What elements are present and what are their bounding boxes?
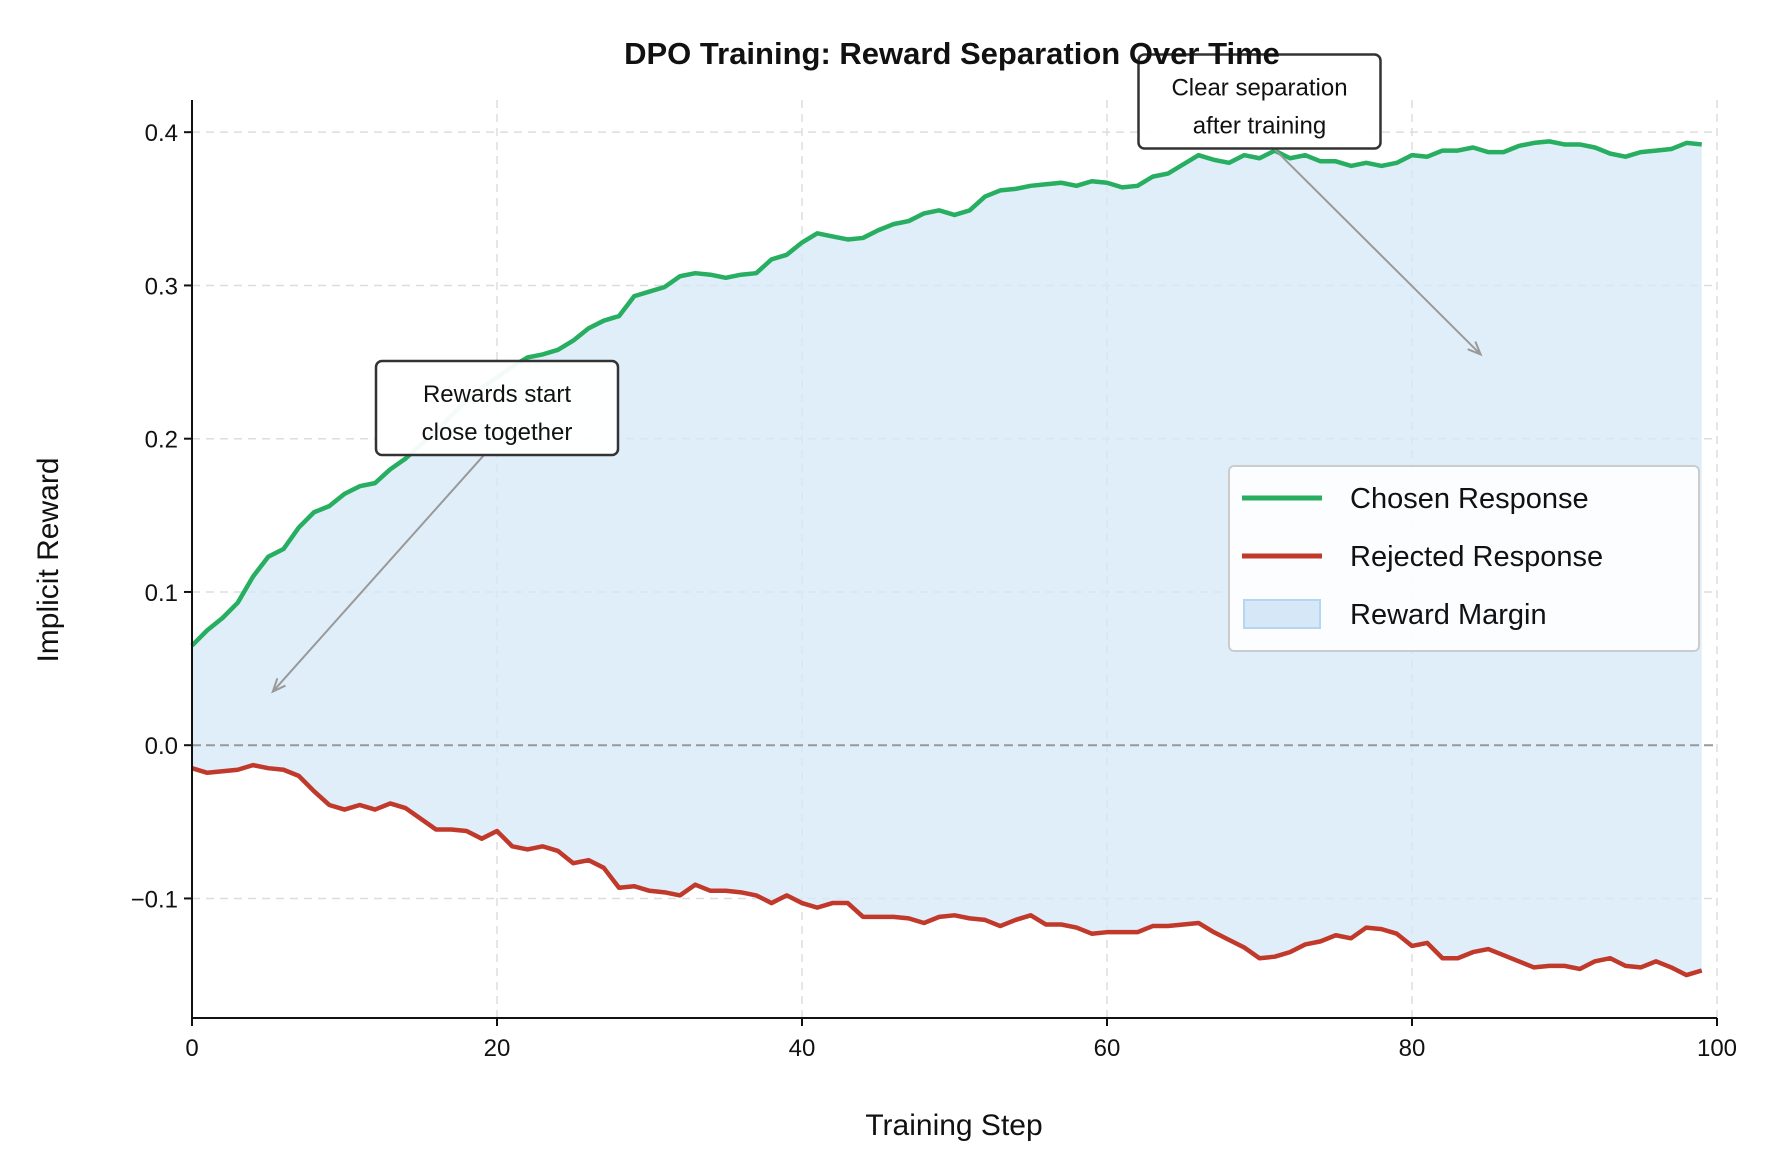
- annotation-text: close together: [422, 419, 573, 446]
- annotation-text: after training: [1193, 113, 1326, 140]
- x-tick-label: 100: [1697, 1035, 1737, 1062]
- x-axis-label: Training Step: [865, 1109, 1042, 1142]
- arrow-head-icon: [271, 677, 286, 694]
- legend-label: Rejected Response: [1350, 541, 1603, 573]
- x-tick-label: 80: [1399, 1035, 1426, 1062]
- x-tick-label: 40: [789, 1035, 816, 1062]
- annotation-arrow: [272, 454, 485, 693]
- annotations: Rewards start close together Clear separat…: [271, 53, 1483, 694]
- x-tick-label: 60: [1094, 1035, 1121, 1062]
- y-tick-label: 0.1: [145, 580, 178, 607]
- legend: Chosen Response Rejected Response Reward M…: [1228, 465, 1700, 652]
- y-tick-label: 0.2: [145, 427, 178, 454]
- y-tick-label: 0.4: [145, 120, 178, 147]
- rejected-response-line: [191, 762, 1703, 978]
- annotation-text: Clear separation: [1171, 75, 1347, 102]
- annotation-arrow: [1273, 147, 1482, 356]
- x-tick-label: 20: [484, 1035, 511, 1062]
- chart-title: DPO Training: Reward Separation Over Tim…: [624, 36, 1280, 71]
- reward-margin-area: [192, 141, 1702, 976]
- legend-label: Reward Margin: [1350, 599, 1547, 631]
- y-tick-label: −0.1: [131, 886, 178, 913]
- legend-swatch: [1243, 599, 1321, 629]
- y-tick-label: 0.3: [145, 273, 178, 300]
- legend-label: Chosen Response: [1350, 483, 1589, 515]
- annotation-box: [1137, 53, 1382, 150]
- arrow-head-icon: [1467, 341, 1483, 357]
- y-tick-label: 0.0: [145, 733, 178, 760]
- x-tick-label: 0: [185, 1035, 198, 1062]
- y-axis-label: Implicit Reward: [32, 457, 65, 662]
- fill-layer: [192, 141, 1702, 976]
- annotation-box: [374, 359, 620, 457]
- legend-box: [1228, 465, 1700, 652]
- annotation-text: Rewards start: [423, 381, 571, 408]
- axes: 0 20 40 60 80 100 −0.1 0.0 0.1 0.2 0.3 0.4: [131, 100, 1737, 1062]
